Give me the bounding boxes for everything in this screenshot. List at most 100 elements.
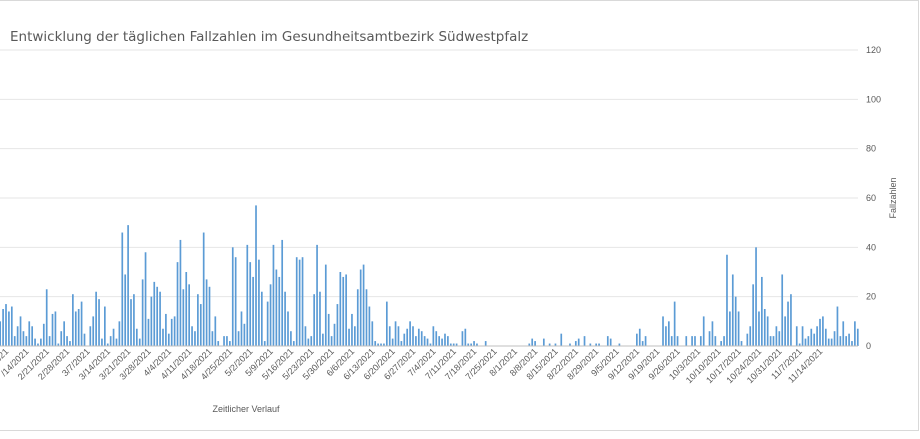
- y-tick-label: 120: [866, 45, 881, 55]
- bar: [444, 333, 446, 346]
- bar: [130, 299, 132, 346]
- bar: [199, 304, 202, 346]
- bar: [19, 316, 22, 346]
- bar: [397, 326, 400, 346]
- bar: [243, 323, 246, 346]
- bar: [420, 331, 423, 346]
- bar: [798, 343, 801, 346]
- bar: [144, 252, 147, 346]
- bar: [569, 343, 571, 346]
- bar: [69, 341, 71, 346]
- bar: [10, 306, 13, 346]
- bar: [833, 331, 836, 346]
- bar: [731, 274, 734, 346]
- bar: [246, 244, 249, 346]
- bar: [609, 338, 612, 346]
- x-axis-title: Zeitlicher Verlauf: [212, 404, 280, 414]
- bar: [231, 247, 234, 346]
- bar: [447, 336, 449, 346]
- bar: [319, 291, 321, 346]
- bar: [159, 291, 161, 346]
- x-tick-label: 2021: [0, 346, 10, 367]
- bar: [42, 323, 45, 346]
- bar: [307, 338, 310, 346]
- bar: [778, 331, 781, 346]
- bar: [217, 341, 220, 346]
- bar: [54, 311, 57, 346]
- bar: [260, 291, 263, 346]
- bar: [48, 336, 51, 346]
- bar: [310, 336, 313, 346]
- bar: [252, 276, 254, 346]
- bar: [461, 331, 464, 346]
- bar: [51, 313, 54, 346]
- bar: [211, 331, 214, 346]
- bar: [769, 336, 772, 346]
- bar: [40, 338, 42, 346]
- bar: [755, 247, 757, 346]
- bar: [147, 318, 150, 346]
- bar: [345, 274, 347, 346]
- bar: [763, 309, 766, 346]
- bar: [324, 264, 327, 346]
- bar: [316, 244, 318, 346]
- bar: [223, 336, 225, 346]
- bar: [80, 301, 83, 346]
- bar: [359, 269, 362, 346]
- bar: [854, 321, 856, 346]
- bar: [554, 343, 557, 346]
- bar: [772, 336, 775, 346]
- bar: [266, 301, 269, 346]
- bar: [749, 326, 752, 346]
- bar: [638, 328, 641, 346]
- bar: [333, 323, 336, 346]
- bar: [162, 328, 164, 346]
- bar: [336, 304, 339, 346]
- bar: [415, 336, 417, 346]
- bar: [185, 272, 188, 346]
- bar: [124, 274, 127, 346]
- bar: [191, 326, 193, 346]
- bar: [412, 326, 414, 346]
- bar: [473, 341, 475, 346]
- bar: [845, 336, 848, 346]
- bar: [327, 313, 330, 346]
- bar: [685, 336, 688, 346]
- bar: [455, 343, 458, 346]
- bar: [694, 336, 696, 346]
- y-tick-label: 80: [866, 144, 876, 154]
- bar: [226, 336, 228, 346]
- bar: [121, 232, 124, 346]
- y-tick-label: 60: [866, 193, 876, 203]
- bar: [403, 333, 406, 346]
- bar: [77, 309, 80, 346]
- bar: [449, 343, 452, 346]
- bar: [179, 239, 182, 346]
- bar: [583, 336, 586, 346]
- bar: [362, 264, 365, 346]
- bar: [641, 341, 644, 346]
- bar: [665, 326, 667, 346]
- bar: [784, 316, 786, 346]
- bar: [101, 338, 103, 346]
- bar: [255, 205, 257, 346]
- bar: [452, 343, 455, 346]
- bar: [135, 328, 138, 346]
- bar: [272, 244, 275, 346]
- bar: [66, 336, 68, 346]
- bar: [842, 321, 845, 346]
- bar: [676, 336, 679, 346]
- bar: [45, 289, 48, 346]
- bar: [8, 311, 10, 346]
- bar: [441, 338, 443, 346]
- bar: [816, 326, 818, 346]
- bar: [548, 343, 551, 346]
- bar: [98, 299, 100, 346]
- bar: [467, 343, 470, 346]
- bar: [810, 328, 813, 346]
- bar: [380, 343, 382, 346]
- bar: [711, 321, 714, 346]
- bar: [112, 328, 115, 346]
